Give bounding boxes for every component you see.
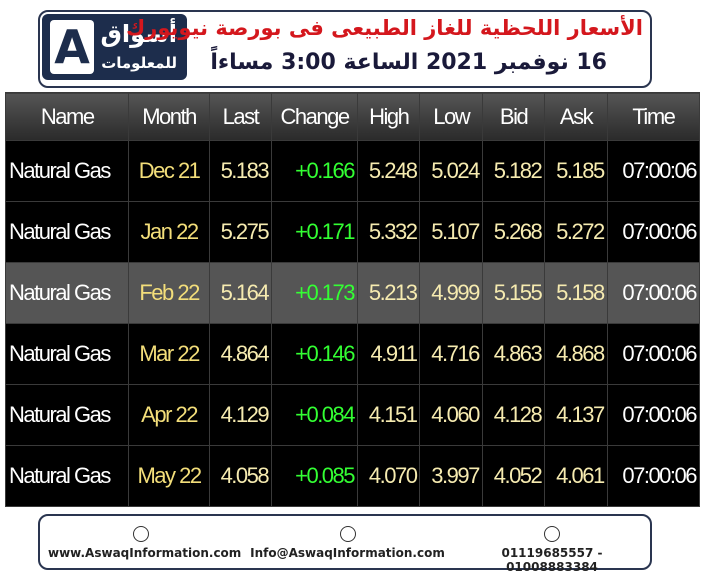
table-row: Natural Gas May 22 4.058 +0.085 4.070 3.997 4.…	[4, 445, 701, 507]
logo-text: أسواق	[100, 20, 177, 48]
table-cell: 5.185	[544, 140, 608, 202]
table-cell: 4.151	[357, 384, 421, 446]
table-cell: +0.084	[271, 384, 359, 446]
table-row: Natural Gas Mar 22 4.864 +0.146 4.911 4.716 4.…	[4, 323, 701, 385]
table-row: Natural Gas Dec 21 5.183 +0.166 5.248 5.024 5.…	[4, 140, 701, 202]
table-cell: 07:00:06	[606, 323, 701, 385]
table-cell: Natural Gas	[4, 384, 130, 446]
table-cell: 5.107	[419, 201, 483, 263]
table-cell: 4.129	[208, 384, 273, 446]
website[interactable]: www.AswaqInformation.com	[48, 546, 242, 560]
table-cell: 4.716	[419, 323, 483, 385]
table-cell: 5.248	[357, 140, 421, 202]
table-cell: Apr 22	[128, 384, 210, 446]
table-cell: 4.070	[357, 445, 421, 507]
table-row: Natural Gas Feb 22 5.164 +0.173 5.213 4.999 5.…	[4, 262, 701, 324]
logo-text: للمعلومات	[101, 54, 177, 72]
table-cell: 4.128	[481, 384, 546, 446]
email-item: Info@AswaqInformation.com	[250, 526, 445, 560]
table-cell: 4.999	[419, 262, 483, 324]
logo-icon: A	[50, 20, 94, 74]
table-cell: 4.060	[419, 384, 483, 446]
price-table: Name Month Last Change High Low Bid Ask Time Natu…	[4, 92, 701, 507]
phones: 01119685557 - 01008883384	[501, 546, 603, 574]
table-cell: +0.171	[271, 201, 359, 263]
table-cell: 5.332	[357, 201, 421, 263]
footer: www.AswaqInformation.com Info@AswaqInfor…	[38, 514, 652, 574]
table-cell: 4.137	[544, 384, 608, 446]
column-header: Bid	[481, 92, 546, 141]
table-cell: Dec 21	[128, 140, 210, 202]
column-header: Change	[271, 92, 359, 141]
column-header: Last	[208, 92, 273, 141]
table-cell: 5.275	[208, 201, 273, 263]
table-cell: 07:00:06	[606, 140, 701, 202]
header-frame	[38, 10, 652, 88]
table-cell: 4.863	[481, 323, 546, 385]
table-cell: +0.173	[271, 262, 359, 324]
table-cell: 5.024	[419, 140, 483, 202]
table-cell: 4.868	[544, 323, 608, 385]
table-cell: 4.052	[481, 445, 546, 507]
table-cell: 5.182	[481, 140, 546, 202]
table-cell: May 22	[128, 445, 210, 507]
column-header: Low	[419, 92, 483, 141]
table-cell: Natural Gas	[4, 201, 130, 263]
globe-icon	[132, 526, 149, 542]
column-header: Name	[4, 92, 130, 141]
table-cell: Natural Gas	[4, 323, 130, 385]
subtitle: 16 نوفمبر 2021 الساعة 3:00 مساءاً	[210, 50, 607, 75]
table-cell: Jan 22	[128, 201, 210, 263]
table-cell: Natural Gas	[4, 262, 130, 324]
table-row: Natural Gas Jan 22 5.275 +0.171 5.332 5.107 5.…	[4, 201, 701, 263]
table-cell: 07:00:06	[606, 201, 701, 263]
table-cell: Feb 22	[128, 262, 210, 324]
table-cell: +0.166	[271, 140, 359, 202]
table-cell: 07:00:06	[606, 262, 701, 324]
table-cell: 5.213	[357, 262, 421, 324]
table-cell: 4.061	[544, 445, 608, 507]
table-cell: Natural Gas	[4, 445, 130, 507]
table-cell: 5.155	[481, 262, 546, 324]
mail-icon	[339, 526, 356, 542]
table-cell: +0.085	[271, 445, 359, 507]
website-item: www.AswaqInformation.com	[48, 526, 241, 560]
column-header: Month	[128, 92, 210, 141]
table-cell: Mar 22	[128, 323, 210, 385]
table-cell: 5.268	[481, 201, 546, 263]
column-header: High	[357, 92, 421, 141]
email[interactable]: Info@AswaqInformation.com	[250, 546, 445, 560]
table-cell: 5.183	[208, 140, 273, 202]
table-cell: 5.158	[544, 262, 608, 324]
header-row: Name Month Last Change High Low Bid Ask Time	[4, 92, 701, 141]
column-header: Time	[606, 92, 701, 141]
table-cell: 5.272	[544, 201, 608, 263]
phone-item: 01119685557 - 01008883384	[458, 526, 646, 574]
column-header: Ask	[544, 92, 608, 141]
table-cell: 07:00:06	[606, 445, 701, 507]
table-cell: 07:00:06	[606, 384, 701, 446]
table-cell: 4.911	[357, 323, 421, 385]
title: الأسعار اللحظية للغاز الطبيعى فى بورصة ن…	[126, 16, 643, 40]
table-cell: 3.997	[419, 445, 483, 507]
table-cell: 4.058	[208, 445, 273, 507]
table-cell: +0.146	[271, 323, 359, 385]
table-row: Natural Gas Apr 22 4.129 +0.084 4.151 4.060 4.…	[4, 384, 701, 446]
table-cell: 5.164	[208, 262, 273, 324]
table-cell: 4.864	[208, 323, 273, 385]
logo: A أسواق للمعلومات	[42, 14, 187, 80]
phone-icon	[544, 526, 560, 542]
table-cell: Natural Gas	[4, 140, 130, 202]
